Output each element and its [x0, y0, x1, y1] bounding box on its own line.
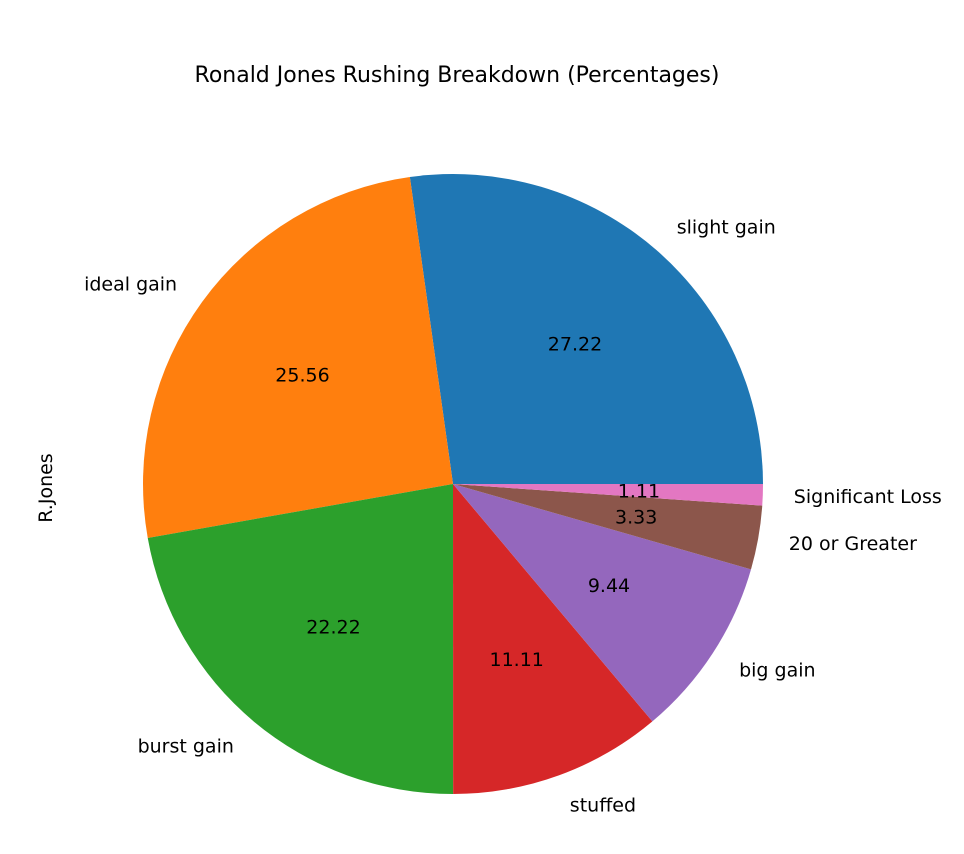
y-axis-label: R.Jones — [35, 453, 57, 522]
slice-value-significant-loss: 1.11 — [618, 481, 660, 503]
pie-slice-stuffed — [453, 484, 653, 794]
slice-label-significant-loss: Significant Loss — [794, 486, 942, 508]
pie-slices — [143, 174, 763, 794]
pie-slice-big-gain — [453, 484, 752, 722]
slice-value-20-or-greater: 3.33 — [615, 506, 657, 528]
slice-label-ideal-gain: ideal gain — [84, 274, 177, 296]
slice-label-slight-gain: slight gain — [677, 217, 776, 239]
chart-title: Ronald Jones Rushing Breakdown (Percenta… — [195, 63, 720, 88]
slice-value-stuffed: 11.11 — [489, 649, 543, 671]
slice-label-big-gain: big gain — [739, 660, 815, 682]
slice-label-burst-gain: burst gain — [138, 735, 234, 757]
slice-value-slight-gain: 27.22 — [548, 334, 602, 356]
pie-labels: slight gain 27.22 ideal gain 25.56 burst gai… — [84, 217, 942, 817]
slice-value-burst-gain: 22.22 — [306, 617, 360, 639]
pie-slice-20-or-greater — [453, 484, 763, 570]
slice-value-big-gain: 9.44 — [588, 575, 630, 597]
slice-label-20-or-greater: 20 or Greater — [789, 533, 917, 555]
pie-slice-ideal-gain — [143, 177, 453, 538]
slice-value-ideal-gain: 25.56 — [275, 365, 329, 387]
pie-slice-burst-gain — [147, 484, 454, 794]
slice-label-stuffed: stuffed — [570, 794, 636, 816]
pie-slice-slight-gain — [409, 174, 763, 484]
pie-slice-significant-loss — [453, 484, 763, 506]
